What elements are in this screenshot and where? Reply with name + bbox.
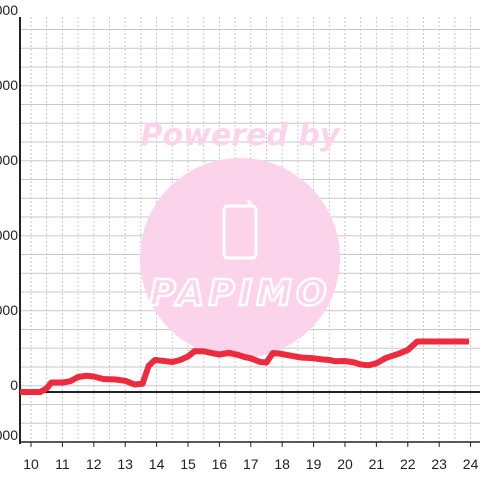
x-tick-label: 24 bbox=[463, 456, 479, 472]
x-tick-label: 18 bbox=[274, 456, 290, 472]
x-tick-label: 19 bbox=[306, 456, 322, 472]
x-tick-label: 11 bbox=[55, 456, 70, 472]
tick-labels: -20,000 0 30,000 60,000 90,000 120,000 150,000… bbox=[0, 2, 479, 472]
x-tick-label: 13 bbox=[117, 456, 133, 472]
y-tick-label: 60,000 bbox=[0, 227, 18, 243]
y-tick-label: 0 bbox=[10, 377, 18, 393]
y-tick-label: 30,000 bbox=[0, 302, 18, 318]
x-tick-label: 10 bbox=[23, 456, 39, 472]
y-tick-label: -20,000 bbox=[0, 427, 18, 443]
watermark-title: Powered by bbox=[141, 118, 341, 153]
phone-icon bbox=[222, 199, 258, 260]
y-tick-label: 120,000 bbox=[0, 77, 18, 93]
x-tick-label: 20 bbox=[337, 456, 353, 472]
x-tick-label: 21 bbox=[369, 456, 385, 472]
x-tick-label: 12 bbox=[86, 456, 102, 472]
x-tick-label: 17 bbox=[243, 456, 259, 472]
axes bbox=[19, 17, 480, 444]
series-group bbox=[20, 338, 469, 395]
x-tick-label: 16 bbox=[212, 456, 228, 472]
x-tick-label: 22 bbox=[400, 456, 416, 472]
y-tick-label: 150,000 bbox=[0, 2, 18, 18]
series-line-1 bbox=[20, 338, 469, 395]
x-tick-label: 14 bbox=[149, 456, 165, 472]
watermark: Powered by PAPIMO bbox=[140, 118, 341, 358]
watermark-logo-text: PAPIMO bbox=[149, 273, 330, 314]
phone-body bbox=[222, 204, 258, 260]
y-tick-label: 90,000 bbox=[0, 152, 18, 168]
x-tick-label: 15 bbox=[180, 456, 196, 472]
x-tick-label: 23 bbox=[431, 456, 447, 472]
phone-antenna bbox=[246, 199, 254, 207]
